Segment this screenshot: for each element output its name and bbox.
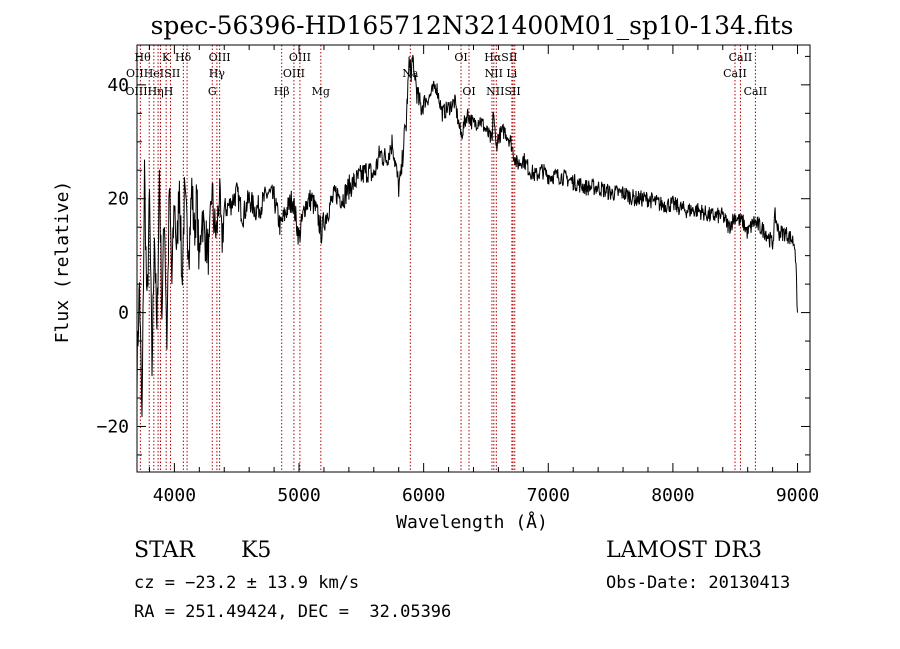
spectral-line-label: OI bbox=[462, 85, 475, 98]
spectral-line-label: Hδ bbox=[175, 51, 192, 64]
spectral-line-label: Hθ bbox=[134, 51, 151, 64]
spectral-line-label: OIII bbox=[283, 67, 305, 80]
object-subclass: K5 bbox=[241, 538, 272, 563]
ticks-layer: 4000 5000 6000 7000 8000 9000 −20 0 20 40 bbox=[96, 45, 819, 506]
x-tick-label: 9000 bbox=[776, 485, 819, 506]
y-tick-label: −20 bbox=[96, 416, 129, 437]
obs-date: Obs-Date: 20130413 bbox=[606, 573, 791, 593]
spectral-line-label: HαSII bbox=[484, 51, 517, 64]
x-tick-label: 6000 bbox=[402, 485, 445, 506]
x-tick-label: 8000 bbox=[651, 485, 694, 506]
x-axis-label: Wavelength (Å) bbox=[396, 511, 548, 533]
ra-dec: RA = 251.49424, DEC = 32.05396 bbox=[134, 602, 452, 622]
plot-frame bbox=[136, 44, 811, 473]
spectral-line-label: OIIIHηH bbox=[126, 85, 174, 98]
spectral-line-label: OIII bbox=[289, 51, 311, 64]
spectral-line-label: NII Li bbox=[485, 67, 518, 80]
chart-title: spec-56396-HD165712N321400M01_sp10-134.f… bbox=[151, 11, 794, 40]
x-tick-label: 7000 bbox=[527, 485, 570, 506]
object-class: STAR bbox=[134, 538, 195, 563]
spectral-line-label: OIII bbox=[209, 51, 231, 64]
series-layer bbox=[136, 54, 798, 418]
spectral-line-label: CaII bbox=[744, 85, 768, 98]
spectral-line-label: Na bbox=[402, 67, 419, 80]
spectral-line-label: CaII bbox=[723, 67, 747, 80]
x-tick-label: 5000 bbox=[277, 485, 320, 506]
spectral-line-label: Mg bbox=[312, 85, 330, 98]
y-tick-label: 0 bbox=[118, 303, 129, 324]
x-tick-label: 4000 bbox=[153, 485, 196, 506]
survey-name: LAMOST DR3 bbox=[606, 538, 762, 563]
spectral-line-label: NIISII bbox=[486, 85, 521, 98]
line-labels-layer: Hθ K Hδ OIII OIII OI HαSII CaII OIIHeISII Hγ OIII N… bbox=[126, 51, 768, 98]
spectral-line-label: OIIHeISII bbox=[126, 67, 180, 80]
y-axis-label: Flux (relative) bbox=[52, 181, 73, 344]
y-tick-label: 20 bbox=[107, 189, 129, 210]
spectral-line-label: OI bbox=[454, 51, 467, 64]
spectrum-series-line bbox=[136, 54, 798, 418]
redshift-cz: cz = −23.2 ± 13.9 km/s bbox=[134, 573, 360, 593]
y-tick-label: 40 bbox=[107, 75, 129, 96]
spectral-lines-layer bbox=[139, 45, 756, 472]
spectral-line-label: Hγ bbox=[209, 67, 226, 80]
spectral-line-label: Hβ bbox=[274, 85, 290, 98]
spectral-line-label: G bbox=[208, 85, 217, 98]
spectral-line-label: K bbox=[162, 51, 171, 64]
spectral-line-label: CaII bbox=[729, 51, 753, 64]
